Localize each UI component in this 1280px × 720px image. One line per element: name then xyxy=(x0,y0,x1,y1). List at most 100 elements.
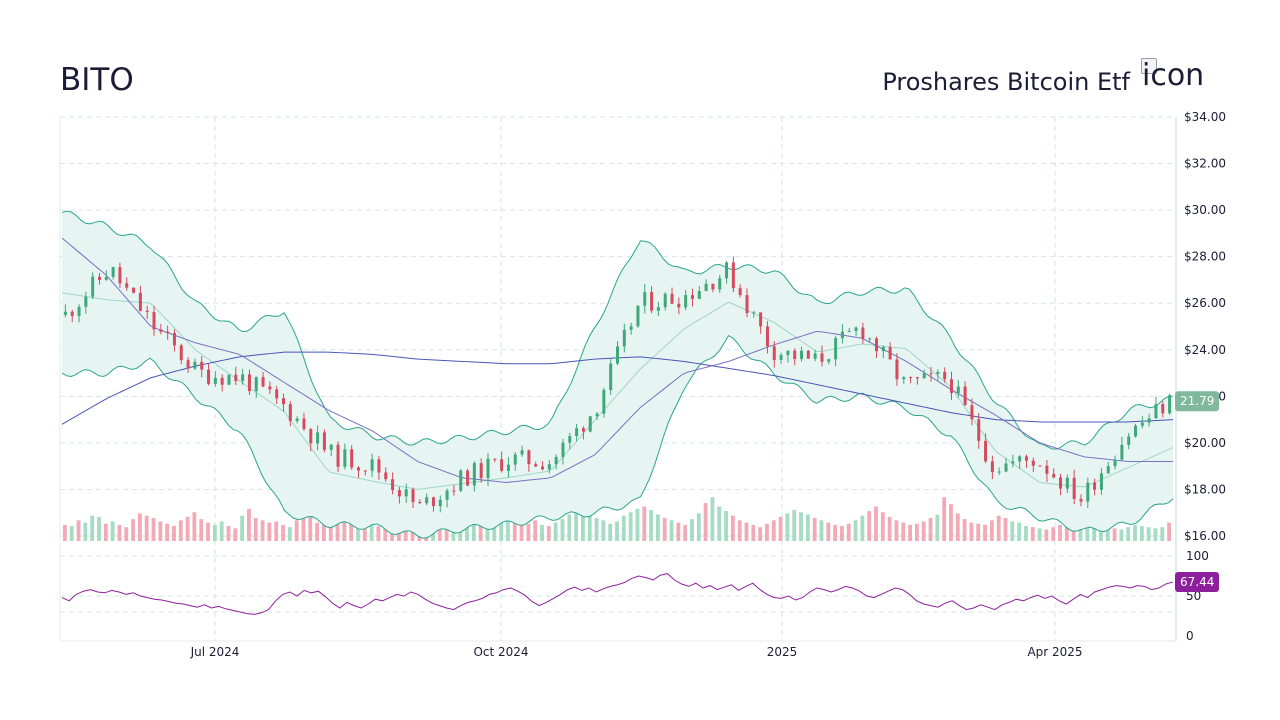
candle-body xyxy=(472,463,476,486)
candle-body xyxy=(1086,482,1090,502)
volume-bar xyxy=(805,514,810,541)
volume-bar xyxy=(921,521,926,541)
candle-body xyxy=(861,327,865,339)
candle-body xyxy=(384,472,388,480)
volume-bar xyxy=(983,524,987,541)
candle-body xyxy=(1059,477,1063,489)
candle-body xyxy=(963,386,967,406)
candle-body xyxy=(397,490,401,497)
last-price-badge xyxy=(1175,391,1219,412)
candle-body xyxy=(425,497,429,504)
volume-bar xyxy=(655,514,660,541)
price-tick-label: $30.00 xyxy=(1184,203,1226,217)
volume-bar xyxy=(212,524,217,541)
candle-body xyxy=(1004,463,1008,472)
date-tick-label: 2025 xyxy=(767,645,798,659)
volume-bar xyxy=(894,520,899,541)
volume-bar xyxy=(730,515,735,541)
candle-body xyxy=(493,458,497,460)
candle-body xyxy=(1065,477,1069,489)
volume-bar xyxy=(260,520,265,541)
volume-bar xyxy=(1167,522,1171,541)
candle-body xyxy=(356,467,360,471)
candle-body xyxy=(765,326,769,347)
candle-body xyxy=(840,331,844,339)
candle-body xyxy=(247,374,251,392)
price-tick-label: $24.00 xyxy=(1184,343,1226,357)
volume-bar xyxy=(69,526,74,541)
volume-bar xyxy=(737,520,742,541)
candle-body xyxy=(316,432,320,444)
volume-bar xyxy=(846,523,851,541)
volume-bar xyxy=(240,515,245,541)
volume-bar xyxy=(928,518,933,541)
volume-bar xyxy=(792,509,797,541)
volume-bar xyxy=(492,519,497,541)
candle-body xyxy=(275,389,279,399)
candle-body xyxy=(1018,456,1022,462)
lower-band-line xyxy=(61,334,1174,539)
candle-body xyxy=(200,361,204,370)
candle-body xyxy=(186,360,190,369)
candle-body xyxy=(1011,461,1015,464)
volume-bar xyxy=(553,522,558,541)
volume-bar xyxy=(962,519,967,541)
candle-body xyxy=(438,499,442,507)
price-tick-label: $16.00 xyxy=(1184,529,1226,543)
candle-body xyxy=(111,267,115,277)
candle-body xyxy=(1120,444,1124,460)
volume-bar xyxy=(471,522,476,541)
candle-body xyxy=(731,262,735,289)
volume-bar xyxy=(192,512,197,541)
candle-body xyxy=(418,502,422,504)
volume-bar xyxy=(887,516,892,541)
candle-body xyxy=(431,497,435,507)
candle-body xyxy=(1099,473,1103,490)
volume-bar xyxy=(308,516,313,541)
candle-body xyxy=(70,311,74,316)
candle-body xyxy=(643,292,647,306)
candle-body xyxy=(506,464,510,471)
candle-body xyxy=(997,471,1001,473)
candle-body xyxy=(1038,465,1042,467)
candle-body xyxy=(690,295,694,299)
volume-bar xyxy=(867,511,872,541)
candle-body xyxy=(554,456,558,465)
candle-body xyxy=(466,470,470,486)
candle-body xyxy=(63,311,67,315)
candle-body xyxy=(650,292,654,311)
candle-body xyxy=(1031,460,1035,466)
candle-body xyxy=(622,329,626,347)
volume-bar xyxy=(1119,529,1124,541)
candle-body xyxy=(261,377,265,387)
sma-50-line xyxy=(61,237,1173,483)
volume-bar xyxy=(226,526,231,541)
candle-body xyxy=(868,338,872,340)
volume-bar xyxy=(935,514,940,541)
date-tick-label: Oct 2024 xyxy=(473,645,528,659)
rsi-value-badge xyxy=(1175,572,1219,593)
candle-body xyxy=(363,470,367,472)
volume-bar xyxy=(574,509,579,541)
volume-bar xyxy=(628,512,633,541)
volume-bar xyxy=(97,516,101,541)
candle-body xyxy=(806,350,810,359)
candle-body xyxy=(1045,465,1049,474)
volume-bar xyxy=(976,523,981,541)
volume-bar xyxy=(601,520,606,541)
volume-bar xyxy=(594,518,599,541)
volume-bar xyxy=(874,506,878,541)
candle-body xyxy=(881,347,885,352)
candle-body xyxy=(520,450,524,455)
candle-body xyxy=(827,359,831,362)
volume-bar xyxy=(328,521,333,541)
candle-body xyxy=(677,303,681,308)
candle-body xyxy=(738,288,742,296)
volume-bar xyxy=(247,508,251,541)
volume-bar xyxy=(403,524,408,541)
volume-bar xyxy=(1010,521,1015,541)
candle-body xyxy=(704,283,708,292)
candle-body xyxy=(568,435,572,443)
candle-body xyxy=(541,466,545,470)
